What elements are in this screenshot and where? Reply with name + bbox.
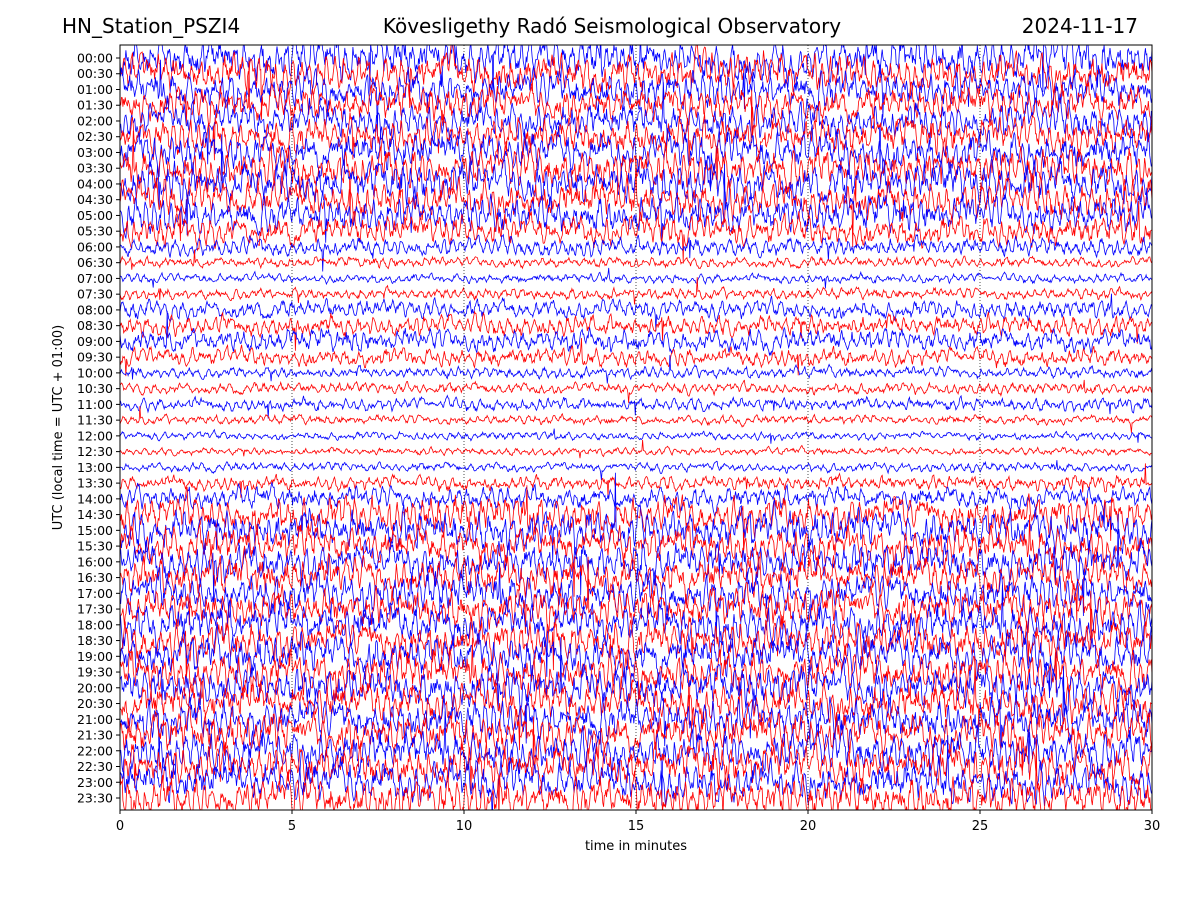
y-tick-label: 16:00 [77,554,113,569]
y-tick-label: 03:00 [77,145,113,160]
y-tick-label: 17:30 [77,602,113,617]
trace-row-0700 [120,267,1152,289]
y-tick-label: 20:30 [77,696,113,711]
y-tick-label: 17:00 [77,586,113,601]
y-tick-label: 04:30 [77,192,113,207]
trace-row-1130 [120,406,1152,433]
y-tick-label: 06:00 [77,239,113,254]
y-tick-label: 23:00 [77,775,113,790]
y-tick-label: 18:00 [77,617,113,632]
y-axis-ticks: 00:0000:3001:0001:3002:0002:3003:0003:30… [77,51,120,806]
y-tick-label: 18:30 [77,633,113,648]
y-tick-label: 00:00 [77,51,113,66]
y-tick-label: 10:00 [77,365,113,380]
y-tick-label: 15:30 [77,539,113,554]
x-axis-label: time in minutes [585,839,687,854]
chart-date: 2024-11-17 [1021,14,1138,38]
x-axis-ticks: 0 5 10 15 20 25 30 [116,810,1160,834]
station-name: HN_Station_PSZI4 [62,14,241,38]
y-tick-label: 10:30 [77,381,113,396]
y-tick-label: 00:30 [77,66,113,81]
y-tick-label: 14:00 [77,491,113,506]
x-tick-label: 25 [972,819,989,834]
y-tick-label: 01:30 [77,98,113,113]
trace-row-1630 [120,545,1152,622]
y-tick-label: 02:30 [77,129,113,144]
trace-row-1930 [120,637,1152,725]
y-tick-label: 19:00 [77,649,113,664]
chart-title: Kövesligethy Radó Seismological Observat… [382,14,842,38]
trace-row-0130 [120,60,1152,129]
x-tick-label: 10 [456,819,473,834]
y-tick-label: 09:00 [77,334,113,349]
y-tick-label: 05:30 [77,224,113,239]
y-tick-label: 03:30 [77,161,113,176]
y-tick-label: 04:00 [77,176,113,191]
y-tick-label: 22:30 [77,759,113,774]
y-axis-label: UTC (local time = UTC + 01:00) [51,325,66,530]
y-tick-label: 11:30 [77,413,113,428]
x-tick-label: 15 [628,819,645,834]
y-tick-label: 11:00 [77,397,113,412]
y-tick-label: 14:30 [77,507,113,522]
y-tick-label: 07:30 [77,287,113,302]
y-tick-label: 07:00 [77,271,113,286]
y-tick-label: 12:00 [77,428,113,443]
y-tick-label: 02:00 [77,113,113,128]
trace-row-1000 [120,355,1152,384]
y-tick-label: 15:00 [77,523,113,538]
y-tick-label: 08:30 [77,318,113,333]
y-tick-label: 09:30 [77,350,113,365]
y-tick-label: 08:00 [77,302,113,317]
x-tick-label: 20 [800,819,817,834]
y-tick-label: 13:00 [77,460,113,475]
x-tick-label: 5 [288,819,296,834]
y-tick-label: 23:30 [77,791,113,806]
x-tick-label: 0 [116,819,124,834]
trace-row-1230 [120,439,1152,459]
y-tick-label: 22:00 [77,743,113,758]
y-tick-label: 13:30 [77,476,113,491]
y-tick-label: 21:30 [77,728,113,743]
y-tick-label: 19:30 [77,665,113,680]
y-tick-label: 20:00 [77,680,113,695]
y-tick-label: 01:00 [77,82,113,97]
trace-row-0630 [120,249,1152,270]
trace-row-0000 [120,45,1152,98]
y-tick-label: 21:00 [77,712,113,727]
x-tick-label: 30 [1144,819,1161,834]
y-tick-label: 12:30 [77,444,113,459]
trace-row-1500 [120,472,1152,561]
y-tick-label: 05:00 [77,208,113,223]
y-tick-label: 06:30 [77,255,113,270]
y-tick-label: 16:30 [77,570,113,585]
